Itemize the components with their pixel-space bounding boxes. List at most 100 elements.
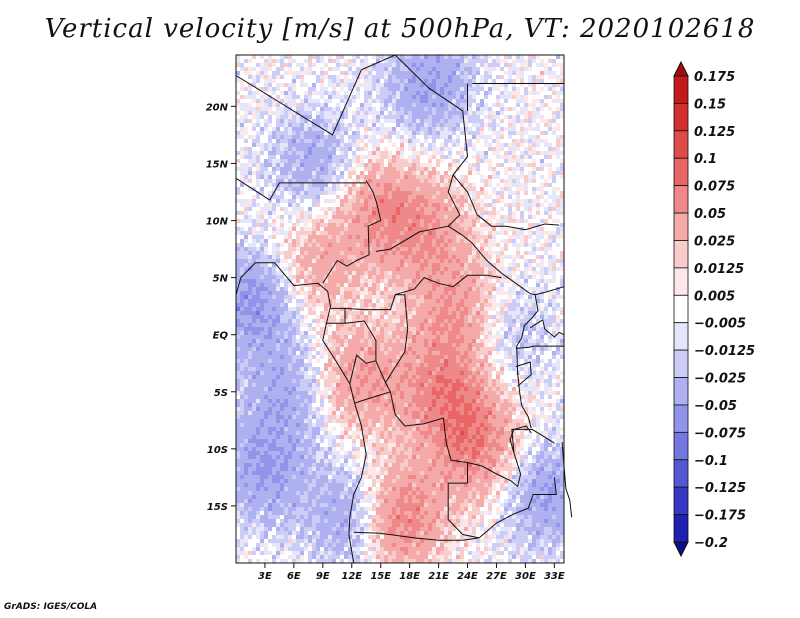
field-cell — [392, 267, 396, 271]
field-cell — [536, 79, 540, 83]
field-cell — [368, 115, 372, 119]
field-cell — [508, 167, 512, 171]
field-cell — [264, 55, 268, 59]
field-cell — [476, 135, 480, 139]
field-cell — [440, 231, 444, 235]
field-cell — [468, 175, 472, 179]
field-cell — [532, 247, 536, 251]
field-cell — [504, 159, 508, 163]
field-cell — [268, 107, 272, 111]
field-cell — [420, 175, 424, 179]
field-cell — [424, 267, 428, 271]
field-cell — [392, 255, 396, 259]
field-cell — [364, 275, 368, 279]
field-cell — [236, 163, 240, 167]
field-cell — [316, 111, 320, 115]
field-cell — [424, 91, 428, 95]
field-cell — [528, 187, 532, 191]
field-cell — [460, 291, 464, 295]
field-cell — [488, 87, 492, 91]
field-cell — [492, 279, 496, 283]
field-cell — [400, 255, 404, 259]
field-cell — [356, 143, 360, 147]
field-cell — [496, 167, 500, 171]
field-cell — [504, 91, 508, 95]
field-cell — [424, 127, 428, 131]
field-cell — [280, 111, 284, 115]
field-cell — [292, 275, 296, 279]
field-cell — [360, 215, 364, 219]
field-cell — [416, 255, 420, 259]
field-cell — [332, 267, 336, 271]
field-cell — [408, 99, 412, 103]
field-cell — [424, 103, 428, 107]
field-cell — [364, 251, 368, 255]
field-cell — [396, 107, 400, 111]
field-cell — [556, 255, 560, 259]
field-cell — [424, 119, 428, 123]
field-cell — [276, 83, 280, 87]
field-cell — [416, 175, 420, 179]
field-cell — [312, 183, 316, 187]
field-cell — [244, 275, 248, 279]
field-cell — [300, 215, 304, 219]
field-cell — [344, 123, 348, 127]
field-cell — [256, 199, 260, 203]
field-cell — [280, 123, 284, 127]
field-cell — [400, 115, 404, 119]
field-cell — [344, 211, 348, 215]
field-cell — [272, 235, 276, 239]
field-cell — [392, 191, 396, 195]
field-cell — [288, 295, 292, 299]
field-cell — [456, 255, 460, 259]
field-cell — [504, 151, 508, 155]
field-cell — [556, 175, 560, 179]
field-cell — [492, 187, 496, 191]
field-cell — [276, 155, 280, 159]
field-cell — [492, 115, 496, 119]
field-cell — [532, 211, 536, 215]
field-cell — [284, 135, 288, 139]
field-cell — [240, 191, 244, 195]
field-cell — [252, 255, 256, 259]
field-cell — [496, 187, 500, 191]
field-cell — [400, 151, 404, 155]
field-cell — [408, 167, 412, 171]
field-cell — [284, 163, 288, 167]
field-cell — [368, 79, 372, 83]
field-cell — [280, 275, 284, 279]
field-cell — [292, 175, 296, 179]
field-cell — [288, 215, 292, 219]
field-cell — [296, 279, 300, 283]
field-cell — [560, 235, 564, 239]
field-cell — [428, 79, 432, 83]
field-cell — [256, 279, 260, 283]
field-cell — [392, 219, 396, 223]
field-cell — [520, 191, 524, 195]
field-cell — [468, 55, 472, 59]
field-cell — [480, 199, 484, 203]
field-cell — [252, 227, 256, 231]
field-cell — [320, 231, 324, 235]
field-cell — [472, 287, 476, 291]
field-cell — [552, 267, 556, 271]
field-cell — [472, 139, 476, 143]
field-cell — [448, 75, 452, 79]
field-cell — [392, 159, 396, 163]
field-cell — [300, 247, 304, 251]
field-cell — [444, 167, 448, 171]
field-cell — [360, 287, 364, 291]
field-cell — [500, 79, 504, 83]
field-cell — [512, 267, 516, 271]
field-cell — [480, 291, 484, 295]
field-cell — [544, 159, 548, 163]
field-cell — [356, 71, 360, 75]
field-cell — [272, 227, 276, 231]
field-cell — [296, 259, 300, 263]
field-cell — [452, 287, 456, 291]
field-cell — [324, 227, 328, 231]
field-cell — [432, 91, 436, 95]
field-cell — [268, 155, 272, 159]
field-cell — [428, 295, 432, 299]
field-cell — [236, 295, 240, 299]
